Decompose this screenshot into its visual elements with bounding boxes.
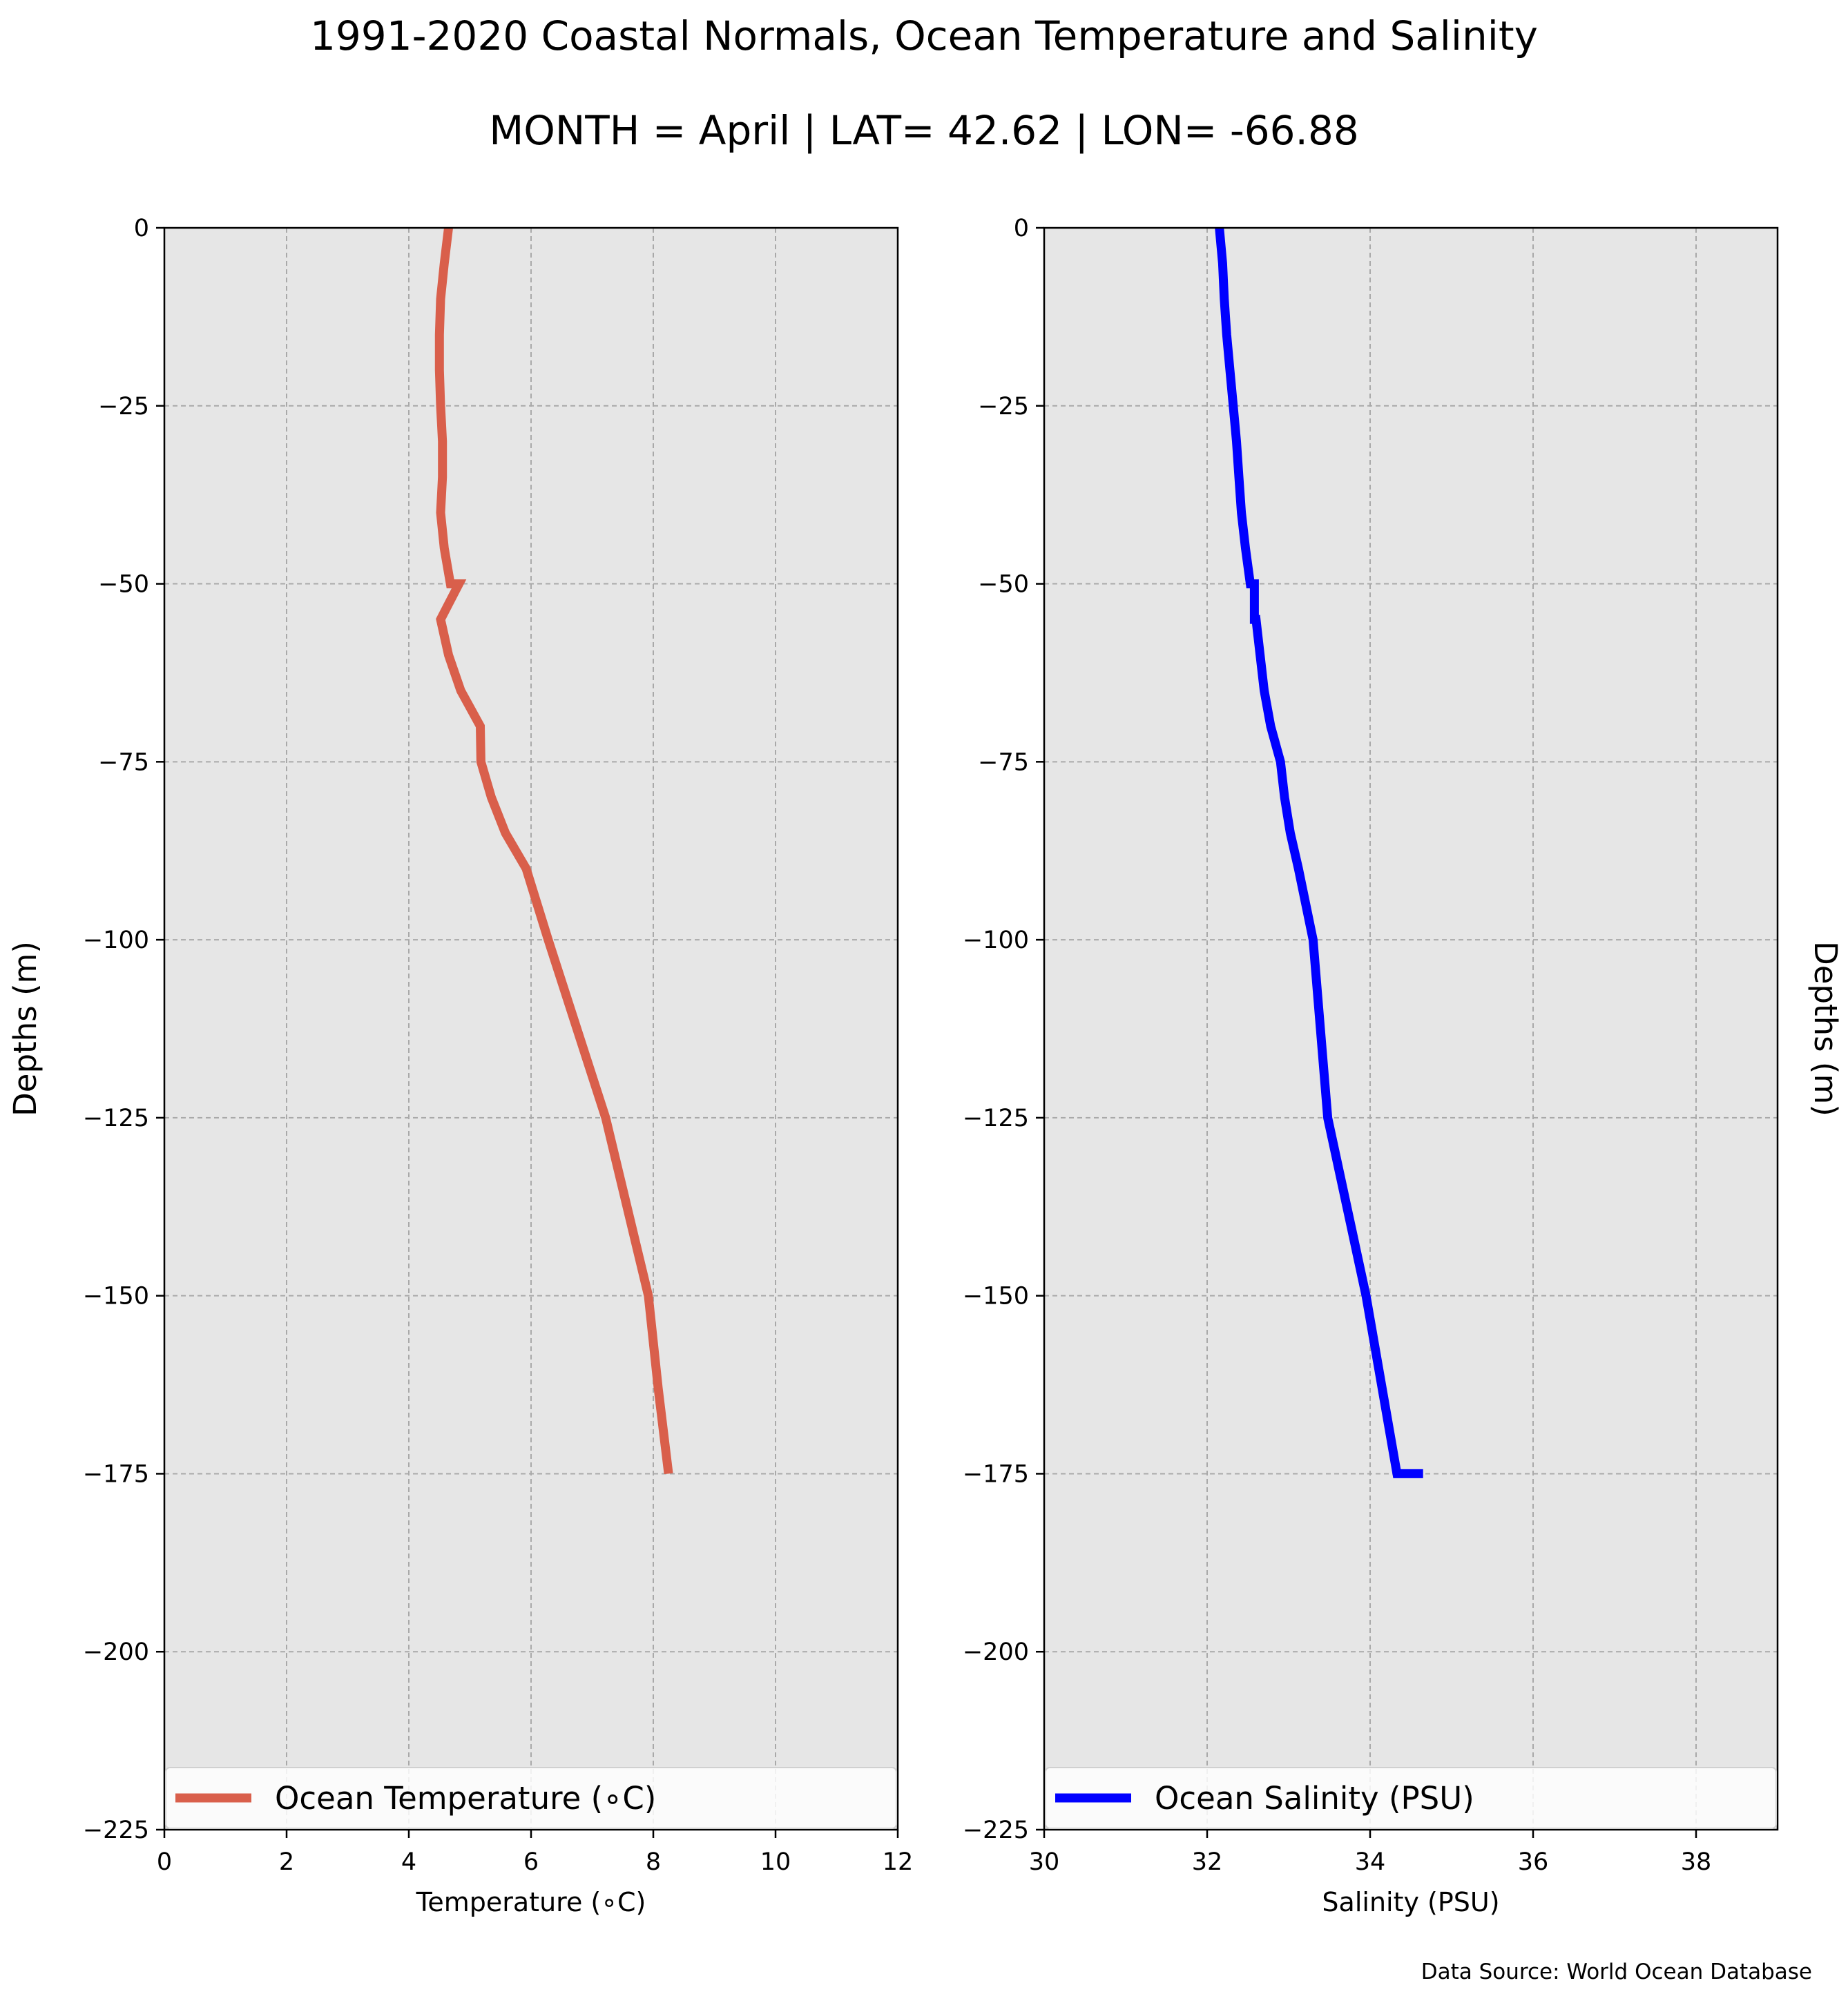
salinity-x-tick-label: 30 [1029, 1848, 1060, 1876]
figure-title: 1991-2020 Coastal Normals, Ocean Tempera… [310, 12, 1538, 59]
temperature-y-tick-label: −150 [83, 1283, 149, 1310]
temperature-x-tick-label: 6 [523, 1848, 539, 1876]
salinity-series-line [1215, 227, 1423, 1478]
salinity-y-tick-label: −75 [978, 748, 1029, 776]
temperature-series-line [434, 227, 673, 1475]
temperature-x-tick-label: 12 [883, 1848, 914, 1876]
salinity-y-tick-label: −100 [963, 927, 1029, 954]
salinity-x-tick-label: 38 [1681, 1848, 1712, 1876]
temperature-x-tick-label: 4 [401, 1848, 416, 1876]
salinity-panel: 30 32 34 36 38 0 −25 −50 −75 −100 −125 −150 −175 −200… [963, 215, 1844, 1917]
temperature-x-tick-label: 2 [279, 1848, 294, 1876]
temperature-x-axis-label: Temperature (∘C) [416, 1887, 646, 1917]
data-source-note: Data Source: World Ocean Database [1421, 1960, 1812, 1984]
temperature-x-tick-label: 8 [646, 1848, 661, 1876]
salinity-legend-label: Ocean Salinity (PSU) [1155, 1780, 1474, 1817]
salinity-y-tick-label: −200 [963, 1638, 1029, 1666]
temperature-legend-box [165, 1767, 897, 1829]
temperature-legend: Ocean Temperature (∘C) [165, 1767, 897, 1829]
temperature-legend-label: Ocean Temperature (∘C) [275, 1780, 656, 1817]
salinity-y-tick-label: −175 [963, 1460, 1029, 1488]
salinity-y-tick-label: −150 [963, 1283, 1029, 1310]
salinity-y-tick-label: −25 [978, 393, 1029, 420]
salinity-y-tick-label: −125 [963, 1105, 1029, 1132]
salinity-y-axis-label: Depths (m) [1807, 941, 1844, 1116]
salinity-plot-area [1044, 228, 1778, 1830]
salinity-x-axis-label: Salinity (PSU) [1322, 1887, 1499, 1917]
salinity-x-tick-label: 32 [1192, 1848, 1223, 1876]
salinity-axes-frame [1043, 226, 1779, 1831]
temperature-x-tick-label: 10 [760, 1848, 791, 1876]
salinity-x-tick-label: 36 [1518, 1848, 1549, 1876]
temperature-y-axis-label: Depths (m) [7, 941, 44, 1116]
salinity-legend-box [1045, 1767, 1777, 1829]
salinity-y-tick-label: −225 [963, 1817, 1029, 1844]
salinity-x-tick-label: 34 [1355, 1848, 1386, 1876]
temperature-y-tick-label: −225 [83, 1817, 149, 1844]
salinity-legend: Ocean Salinity (PSU) [1045, 1767, 1777, 1829]
temperature-y-tick-label: −100 [83, 927, 149, 954]
temperature-y-tick-label: −75 [98, 748, 149, 776]
temperature-y-tick-label: 0 [134, 215, 149, 242]
temperature-panel: 0 2 4 6 8 10 12 0 −25 −50 −75 −100 −125 −150 −175 −200 −… [7, 215, 913, 1917]
temperature-y-tick-label: −25 [98, 393, 149, 420]
salinity-y-tick-label: 0 [1014, 215, 1029, 242]
temperature-y-tick-label: −200 [83, 1638, 149, 1666]
salinity-y-tick-label: −50 [978, 571, 1029, 599]
figure-subtitle: MONTH = April | LAT= 42.62 | LON= -66.88 [489, 107, 1359, 154]
temperature-y-tick-label: −50 [98, 571, 149, 599]
temperature-y-tick-label: −175 [83, 1460, 149, 1488]
temperature-x-tick-label: 0 [157, 1848, 172, 1876]
temperature-y-tick-label: −125 [83, 1105, 149, 1132]
